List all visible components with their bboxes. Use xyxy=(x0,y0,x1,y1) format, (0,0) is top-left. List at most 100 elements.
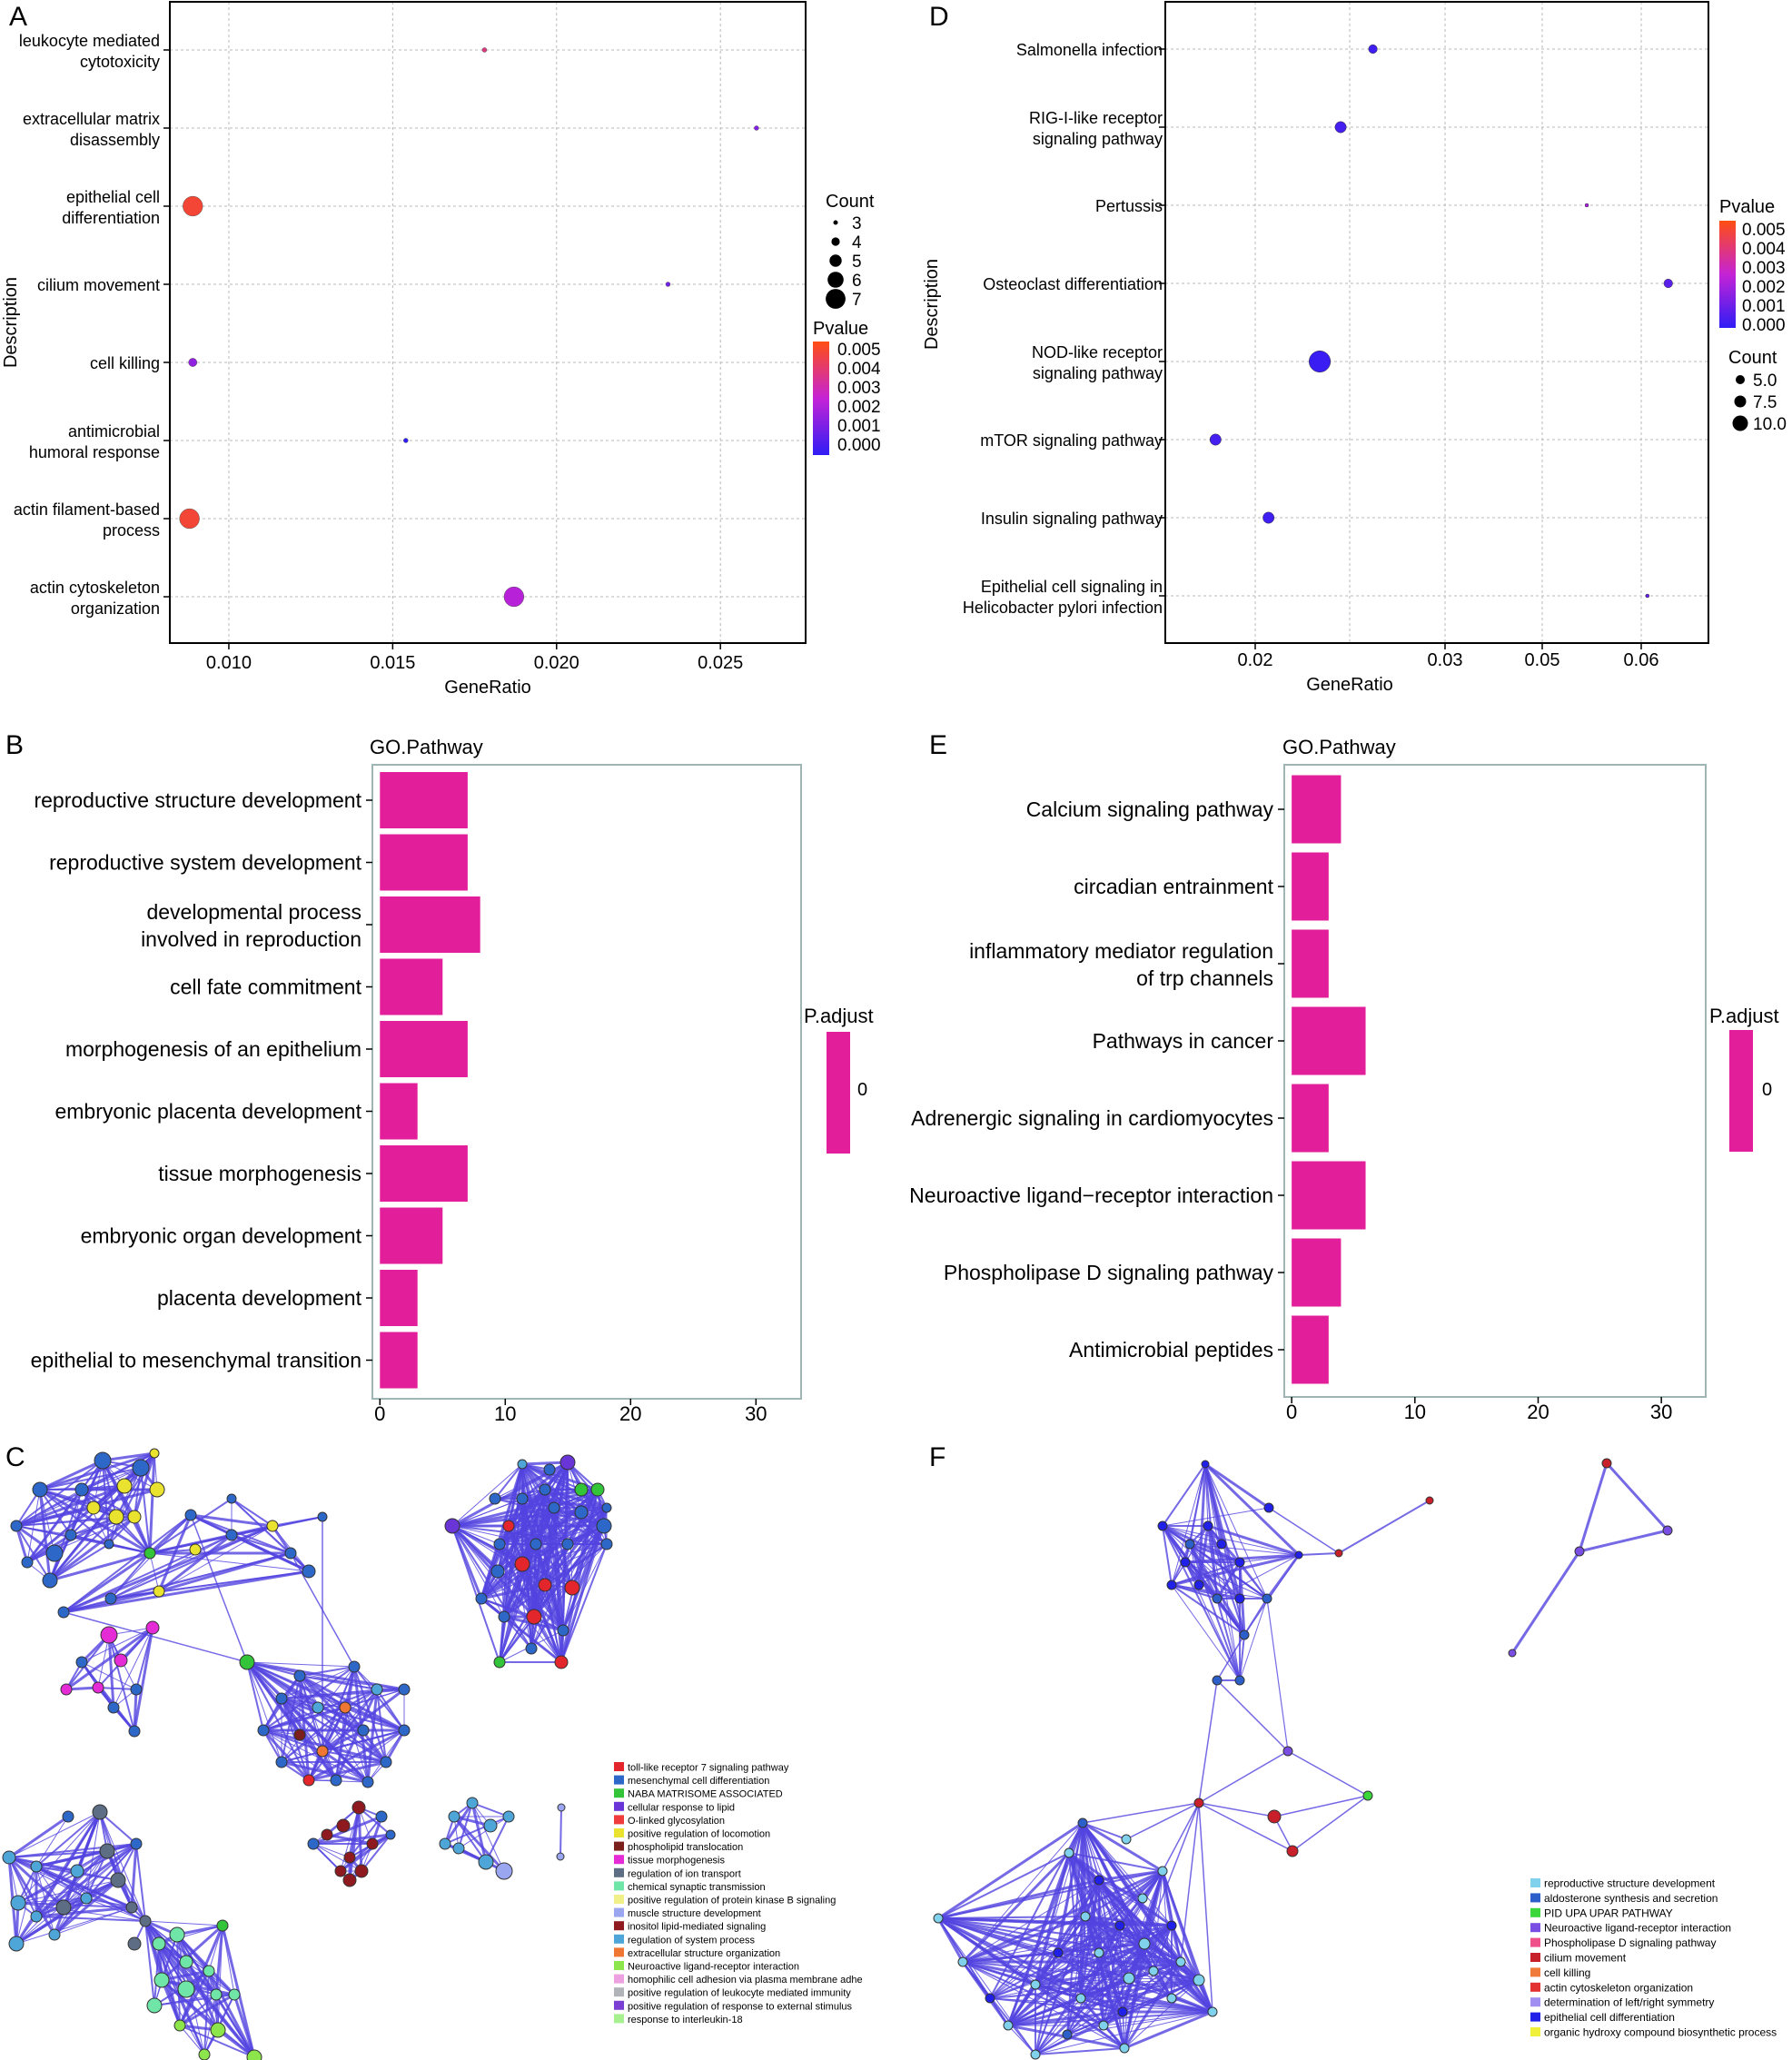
panel-f-node xyxy=(1138,1937,1151,1950)
panel-f-edge xyxy=(1273,1795,1369,1817)
panel-c-node xyxy=(539,1483,551,1496)
panel-d-pvalue-legend-title: Pvalue xyxy=(1719,197,1775,217)
panel-f-node xyxy=(1263,1502,1274,1513)
panel-c-node xyxy=(444,1518,460,1534)
panel-a-point xyxy=(503,586,525,608)
panel-c-legend-swatch xyxy=(614,1788,624,1798)
panel-f-node xyxy=(1094,1947,1104,1958)
panel-c-node xyxy=(495,1862,513,1880)
panel-c-edge xyxy=(384,1729,406,1763)
panel-c-edge xyxy=(8,1815,69,1859)
panel-f-edge xyxy=(1057,1952,1200,1981)
panel-f-edge xyxy=(1215,1598,1246,1636)
panel-c-edge xyxy=(281,1666,355,1699)
panel-c-edge xyxy=(451,1525,500,1545)
panel-c-edge xyxy=(81,1661,137,1690)
panel-f-edge xyxy=(1035,1997,1082,2055)
panel-b-category-label: reproductive system development xyxy=(49,851,361,875)
panel-c-edge xyxy=(290,1552,355,1668)
panel-e-category-label: inflammatory mediator regulation xyxy=(969,939,1273,963)
panel-c-node xyxy=(80,1892,93,1905)
panel-c-node xyxy=(448,1810,460,1823)
panel-f-legend-label: organic hydroxy compound biosynthetic pr… xyxy=(1544,2026,1777,2039)
panel-c-edge xyxy=(281,1698,346,1708)
panel-c-edge xyxy=(480,1543,501,1599)
panel-b-bar xyxy=(380,1021,468,1077)
panel-f-legend-label: cilium movement xyxy=(1544,1952,1627,1965)
panel-c-edge xyxy=(179,2025,255,2058)
panel-c-node xyxy=(99,1843,115,1859)
panel-d: D Salmonella infection RIG-I-like recepto… xyxy=(922,1,1787,695)
panel-c-edge xyxy=(70,1516,135,1536)
panel-c-node xyxy=(104,1539,114,1550)
panel-c-edge xyxy=(246,1661,355,1668)
panel-f-edge xyxy=(1184,1561,1268,1599)
panel-c-edge xyxy=(521,1497,608,1510)
panel-f-legend-label: cell killing xyxy=(1544,1966,1590,1979)
panel-c-edge xyxy=(149,1552,160,1592)
panel-c-edge xyxy=(215,1994,255,2058)
panel-f-node xyxy=(1362,1790,1373,1801)
panel-d-count-legend-label: 7.5 xyxy=(1753,393,1777,412)
panel-a-point xyxy=(179,508,200,530)
panel-f-edge xyxy=(937,1852,1070,1919)
panel-a-category-label: actin filament-based xyxy=(14,500,160,519)
panel-c-edge xyxy=(158,1533,233,1593)
panel-c-edge xyxy=(133,1627,154,1732)
panel-a-category-label: process xyxy=(103,521,160,540)
panel-c-node xyxy=(173,2019,186,2032)
panel-f-edge xyxy=(1203,1462,1301,1557)
panel-d-point xyxy=(1584,203,1589,208)
panel-c-edge xyxy=(262,1728,311,1782)
panel-a-ylabel: Description xyxy=(1,277,21,368)
panel-c-edge xyxy=(63,1570,310,1614)
panel-f-edge xyxy=(937,1916,1130,1980)
panel-c-edge xyxy=(35,1866,87,1899)
panel-c-edge xyxy=(451,1525,608,1545)
panel-e-legend-label: 0 xyxy=(1762,1080,1772,1100)
panel-e-bar xyxy=(1292,929,1329,998)
panel-f-edge xyxy=(1510,1550,1581,1654)
panel-c-edge xyxy=(35,1879,119,1917)
panel-f-node xyxy=(1234,1557,1245,1568)
panel-f-nodes xyxy=(933,1458,1673,2060)
panel-c-edge xyxy=(107,1634,115,1708)
panel-f-edge xyxy=(1171,1463,1206,1586)
panel-c-node xyxy=(293,1669,306,1682)
panel-c-edge xyxy=(17,1902,146,1922)
panel-c-legend-label: positive regulation of leukocyte mediate… xyxy=(628,1988,851,1999)
panel-c-edge xyxy=(340,1833,391,1873)
panel-c-edge xyxy=(217,1925,223,2031)
panel-a: A leukocyte mediated cytotoxicity extracel… xyxy=(1,1,881,698)
panel-f-node xyxy=(1166,1993,1177,2004)
panel-c-edge xyxy=(450,1525,483,1599)
panel-c-edge xyxy=(15,1460,104,1527)
panel-a-xtick-label: 0.025 xyxy=(698,653,743,673)
panel-f-edge xyxy=(1215,1561,1242,1599)
panel-c-node xyxy=(210,2022,226,2038)
panel-c-node xyxy=(385,1829,396,1840)
panel-c-node xyxy=(2,1850,16,1865)
panel-f-node xyxy=(1117,2006,1128,2017)
panel-c-edge xyxy=(190,1514,248,1663)
panel-f-edge xyxy=(1082,1821,1163,1873)
panel-e-xtick-label: 10 xyxy=(1404,1401,1426,1423)
panel-c-node xyxy=(561,1538,574,1550)
panel-f-edge xyxy=(1082,1802,1200,1824)
panel-c-edge xyxy=(499,1463,523,1545)
panel-c-edge xyxy=(562,1543,608,1631)
panel-c-legend-label: positive regulation of protein kinase B … xyxy=(628,1896,836,1906)
panel-c-node xyxy=(516,1492,529,1505)
panel-e-bar xyxy=(1292,1315,1329,1384)
panel-f-legend-swatch xyxy=(1530,1997,1540,2007)
panel-c-node xyxy=(266,1520,279,1532)
panel-f-legend-swatch xyxy=(1530,1953,1540,1962)
panel-c-node xyxy=(601,1502,612,1513)
panel-c-edge xyxy=(458,1802,473,1849)
panel-f-legend-swatch xyxy=(1530,1893,1540,1903)
panel-c-letter: C xyxy=(5,1442,25,1472)
panel-c-node xyxy=(525,1642,538,1655)
panel-b-category-label: developmental process xyxy=(146,900,361,924)
panel-c-legend-swatch xyxy=(614,1907,624,1917)
panel-e-xtick-label: 0 xyxy=(1286,1401,1297,1423)
